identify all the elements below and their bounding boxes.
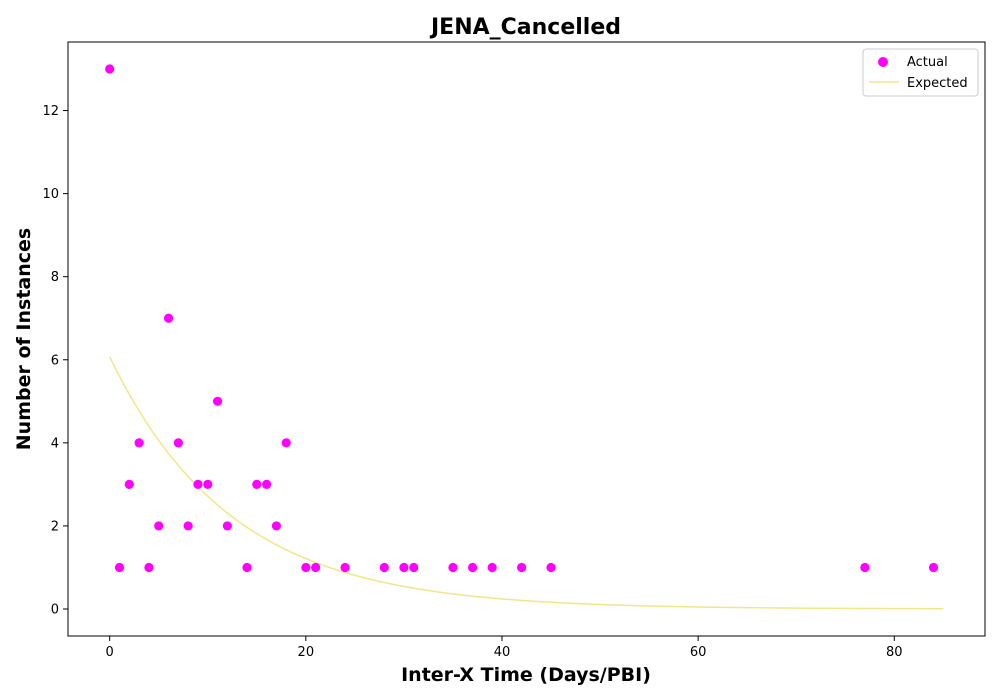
x-tick-label: 60 [690,645,707,660]
x-ticks: 0 20 40 60 80 [106,636,903,660]
y-axis-label-group: Number of Instances [13,228,35,450]
data-point [222,521,232,531]
data-point [546,562,556,573]
data-point [928,562,939,573]
chart-title: JENA_Cancelled [429,15,621,40]
y-ticks: 0 2 4 6 8 10 12 [42,104,68,618]
data-point [467,562,478,573]
x-tick-label: 0 [106,645,114,660]
data-point [242,562,252,573]
data-point [134,438,144,448]
y-tick-label: 2 [51,519,59,534]
y-tick-label: 10 [42,187,59,202]
data-point [173,438,183,448]
legend-expected-label: Expected [907,76,968,91]
data-point [281,438,291,448]
legend-box [862,48,979,97]
data-point [144,562,154,573]
y-tick-label: 12 [42,104,59,119]
data-point [114,562,125,573]
expected-series [109,356,944,610]
data-point [860,562,870,573]
x-tick-label: 40 [494,645,511,660]
data-point [448,562,458,573]
data-point [399,562,409,573]
data-point [124,479,134,489]
y-tick-label: 4 [51,436,59,451]
y-axis-label: Number of Instances [13,228,35,450]
data-point [252,479,262,489]
y-tick-label: 8 [51,270,59,285]
data-point [183,521,193,531]
legend-actual-label: Actual [907,55,948,70]
data-point [311,562,321,573]
data-point [340,562,350,573]
legend-actual-marker [878,57,888,67]
data-point [487,562,497,573]
data-point [379,562,389,573]
plot-frame [67,41,986,637]
data-point [105,64,115,74]
y-tick-label: 6 [51,353,59,368]
data-point [163,313,174,323]
legend: Actual Expected [862,48,979,97]
data-point [154,521,164,531]
data-point [212,396,223,406]
expected-line [109,356,944,610]
x-tick-label: 80 [886,645,903,660]
y-tick-label: 0 [51,603,59,618]
data-point [516,562,527,573]
data-point [409,562,419,573]
data-point [193,479,203,489]
data-point [301,562,311,573]
x-tick-label: 20 [298,645,315,660]
actual-series [105,64,939,573]
data-point [262,479,272,489]
data-point [203,479,213,489]
data-point [271,521,282,531]
x-axis-label: Inter-X Time (Days/PBI) [401,664,651,686]
